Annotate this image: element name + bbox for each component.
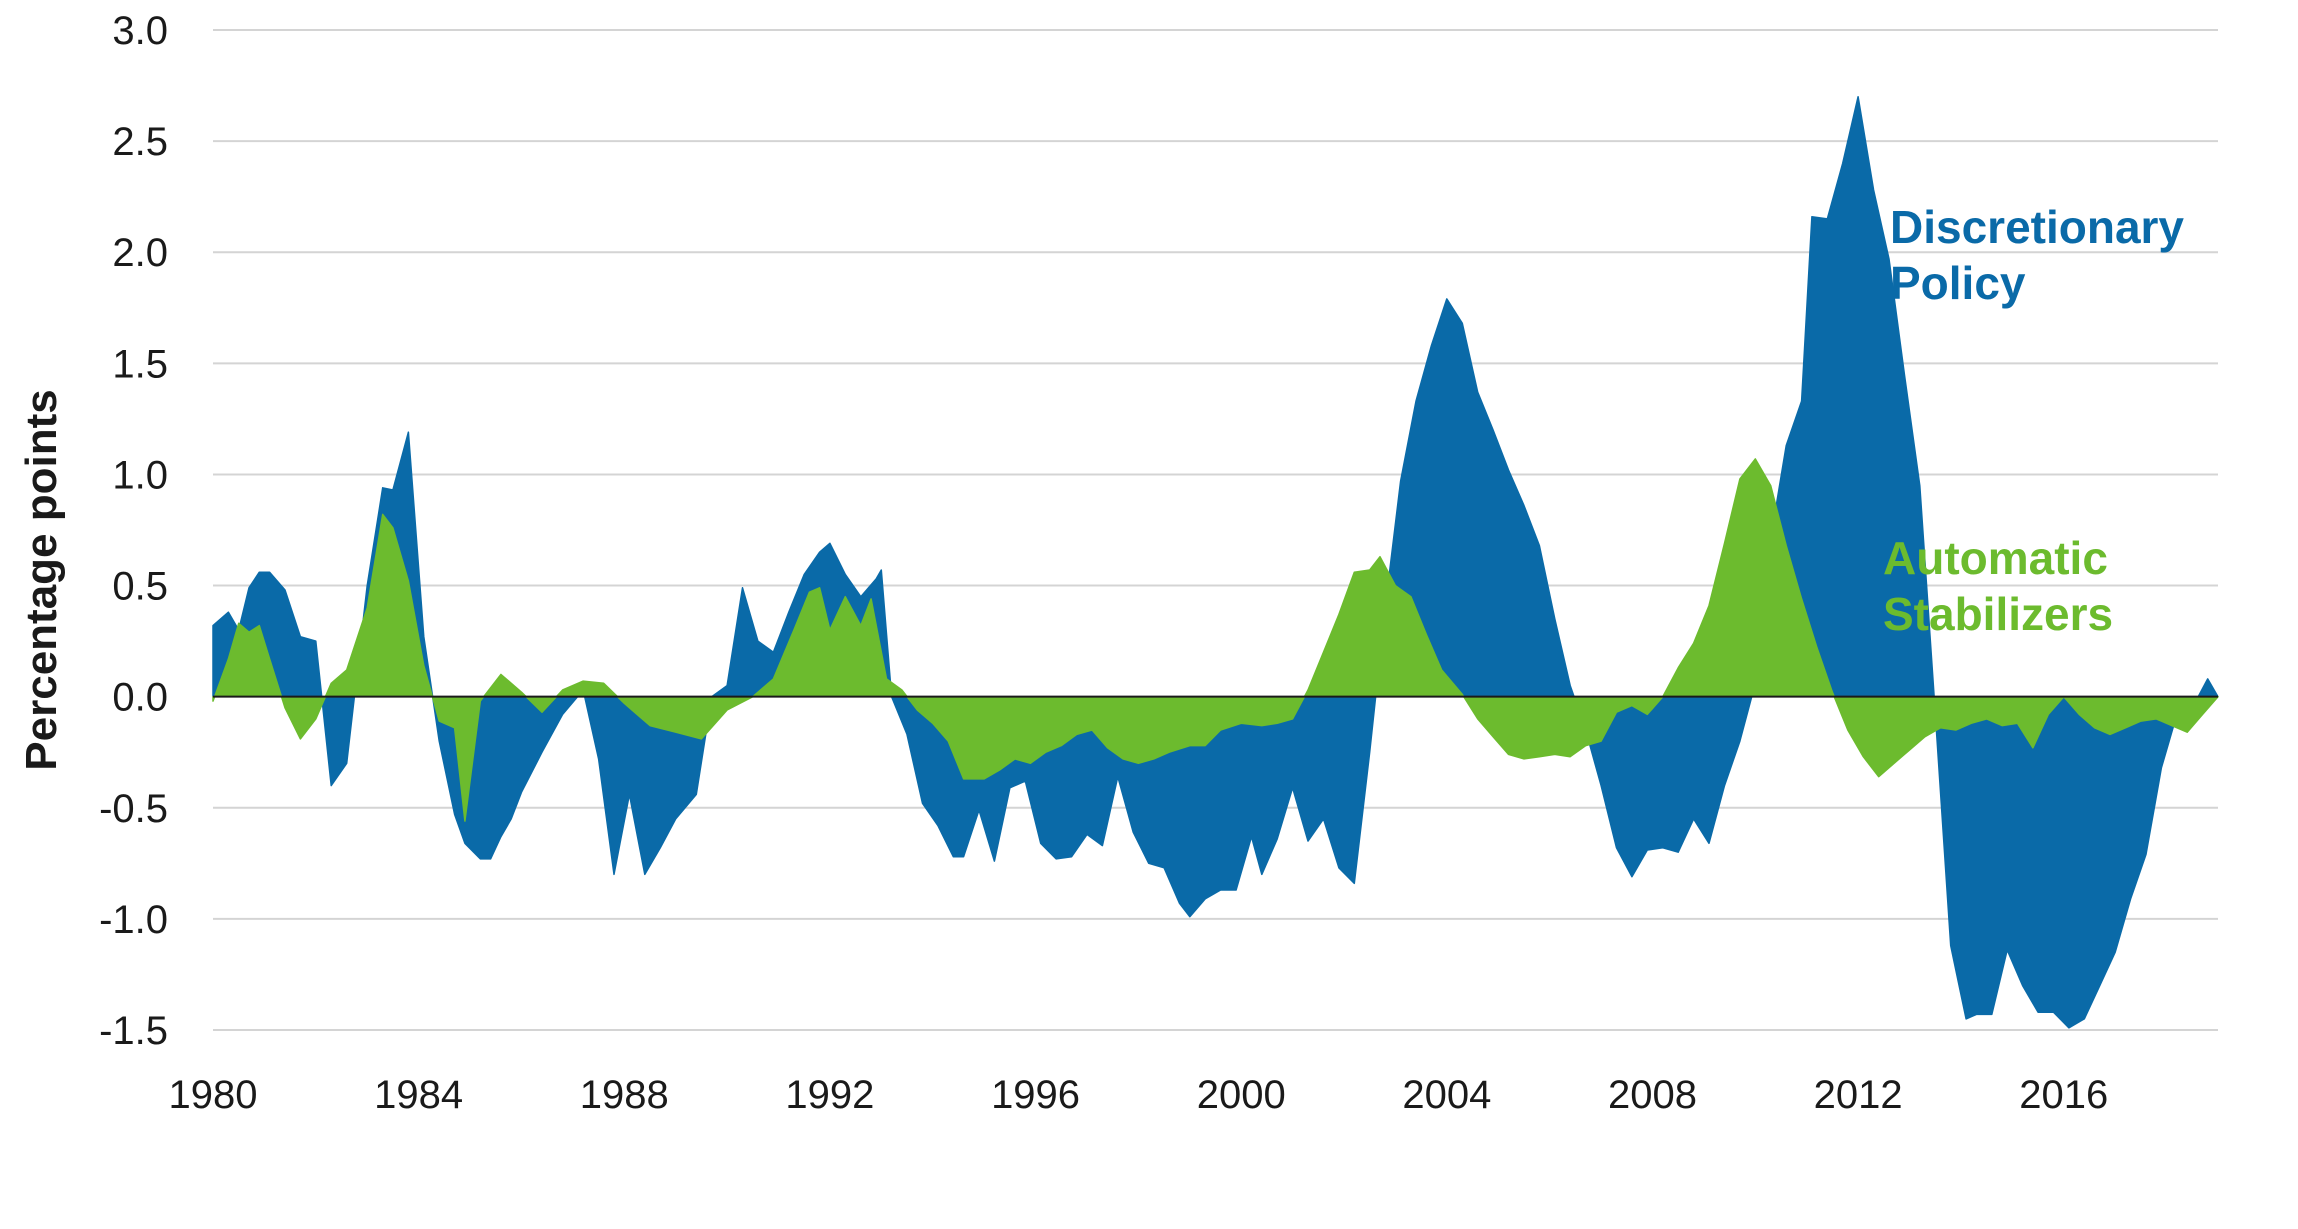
x-tick-label-9: 2016 [2019,1073,2108,1117]
automatic-stabilizers-area [212,458,2219,822]
discretionary-policy-area [212,95,2219,1029]
x-tick-label-4: 1996 [991,1073,1080,1117]
areas [212,95,2219,1029]
y-tick-label-8: -1.0 [99,898,168,942]
label-line-1-1: Stabilizers [1883,588,2113,640]
x-tick-label-0: 1980 [169,1073,258,1117]
x-tick-label-7: 2008 [1608,1073,1697,1117]
x-tick-label-2: 1988 [580,1073,669,1117]
x-tick-label-5: 2000 [1197,1073,1286,1117]
discretionary-policy-label: Discretionary Policy [1890,201,2184,309]
label-line-0-1: Policy [1890,257,2026,309]
series-labels: Discretionary Policy Automatic Stabilizers [1883,201,2184,640]
y-tick-label-5: 0.5 [112,565,168,609]
label-line-1-0: Automatic [1883,532,2108,584]
x-tick-label-3: 1992 [785,1073,874,1117]
y-tick-label-2: 2.0 [112,231,168,275]
y-tick-label-4: 1.0 [112,453,168,497]
label-line-0-0: Discretionary [1890,201,2184,253]
automatic-stabilizers-label: Automatic Stabilizers [1883,532,2113,640]
x-tick-label-1: 1984 [374,1073,463,1117]
y-tick-label-3: 1.5 [112,342,168,386]
y-tick-label-7: -0.5 [99,787,168,831]
y-tick-label-0: 3.0 [112,9,168,53]
y-tick-label-1: 2.5 [112,120,168,164]
y-tick-label-6: 0.0 [112,676,168,720]
y-tick-label-9: -1.5 [99,1009,168,1053]
x-tick-label-8: 2012 [1814,1073,1903,1117]
x-tick-label-6: 2004 [1402,1073,1491,1117]
y-axis-label: Percentage points [17,389,66,770]
